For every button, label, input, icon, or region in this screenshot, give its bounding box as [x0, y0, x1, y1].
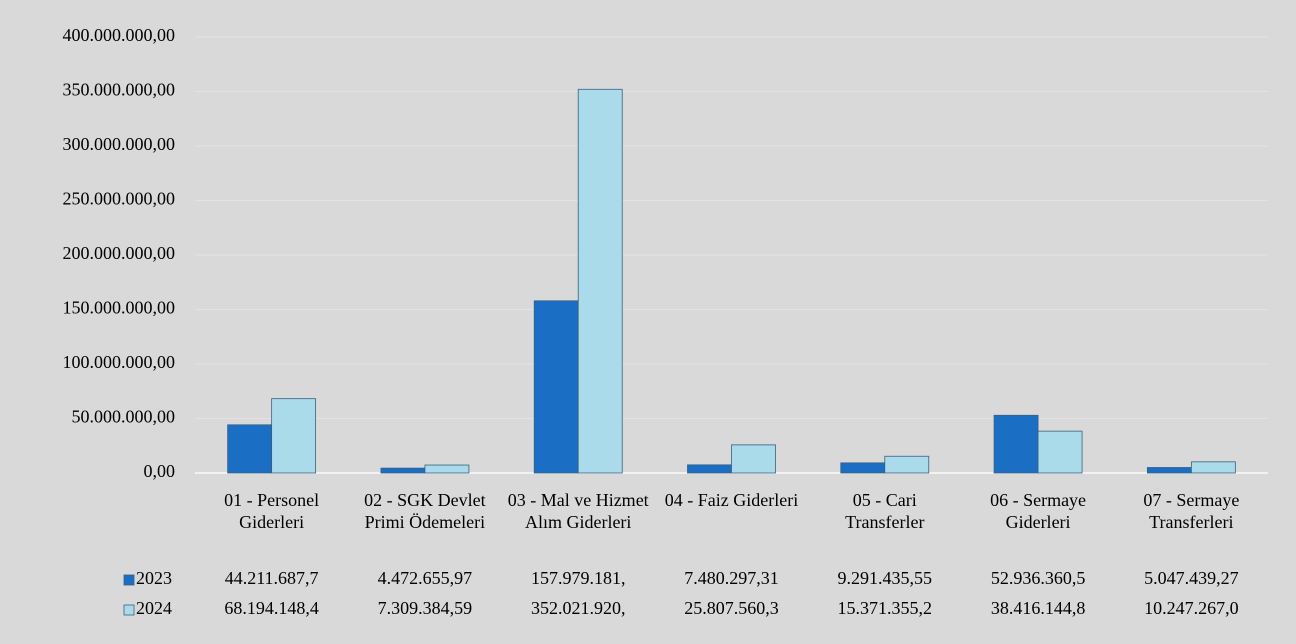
bar [1037, 430, 1083, 474]
y-tick-label: 0,00 [144, 461, 176, 481]
bar [380, 467, 426, 474]
legend-label: 2023 [136, 568, 172, 588]
table-value: 7.480.297,31 [684, 568, 779, 588]
y-tick-label: 100.000.000,00 [63, 352, 176, 372]
table-value: 5.047.439,27 [1144, 568, 1239, 588]
bar [227, 424, 273, 474]
table-value: 25.807.560,3 [684, 598, 779, 618]
bar [424, 464, 470, 474]
y-tick-label: 50.000.000,00 [72, 407, 176, 427]
x-tick-label: 02 - SGK Devlet Primi Ödemeleri [364, 490, 486, 532]
table-value: 10.247.267,0 [1144, 598, 1239, 618]
table-value: 9.291.435,55 [838, 568, 933, 588]
bar [840, 462, 886, 474]
y-tick-label: 150.000.000,00 [63, 298, 176, 318]
table-value: 15.371.355,2 [838, 598, 933, 618]
x-tick-label: 01 - Personel Giderleri [224, 490, 320, 532]
table-value: 68.194.148,4 [224, 598, 319, 618]
table-value: 352.021.920, [531, 598, 626, 618]
legend-label: 2024 [136, 598, 172, 618]
bar [993, 414, 1039, 474]
table-value: 7.309.384,59 [378, 598, 473, 618]
table-value: 44.211.687,7 [225, 568, 319, 588]
bar [884, 455, 930, 474]
bar [731, 444, 776, 474]
x-tick-label: 05 - Cari Transferler [845, 490, 925, 532]
x-tick-label: 07 - Sermaye Transferleri [1143, 490, 1240, 532]
bar [533, 300, 579, 474]
bar [577, 88, 623, 474]
y-tick-label: 400.000.000,00 [63, 25, 176, 45]
legend-key [123, 604, 135, 616]
bar [1146, 467, 1192, 474]
bar [687, 464, 732, 474]
y-tick-label: 200.000.000,00 [63, 243, 176, 263]
y-tick-label: 300.000.000,00 [63, 134, 176, 154]
y-tick-label: 350.000.000,00 [63, 80, 176, 100]
x-tick-label: 06 - Sermaye Giderleri [990, 490, 1087, 532]
table-value: 157.979.181, [531, 568, 626, 588]
bar [271, 398, 317, 474]
table-value: 38.416.144,8 [991, 598, 1086, 618]
legend-key [123, 574, 135, 586]
y-tick-label: 250.000.000,00 [63, 189, 176, 209]
table-value: 52.936.360,5 [991, 568, 1086, 588]
x-tick-label: 03 - Mal ve Hizmet Alım Giderleri [507, 490, 649, 532]
x-tick-label: 04 - Faiz Giderleri [664, 490, 799, 510]
table-value: 4.472.655,97 [378, 568, 473, 588]
bar [1190, 461, 1236, 474]
